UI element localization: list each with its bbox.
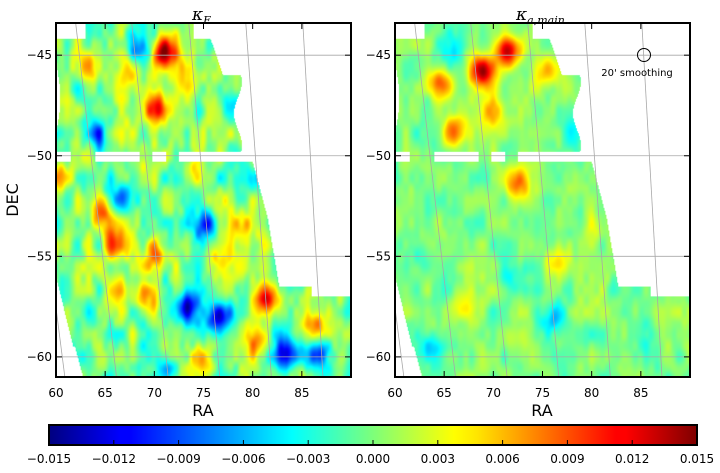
colorbar-tick-label: −0.006 <box>221 452 265 466</box>
axis-ticks: −45 −50 −55 −60 60 65 70 75 80 85 <box>27 23 351 400</box>
panel-kappa-a-main: −45 −50 −55 −60 60 65 70 75 80 85 κa,main RA 20' … <box>366 5 714 420</box>
ra-meridian-line <box>699 23 714 377</box>
ra-meridian-line <box>131 23 169 377</box>
colorbar: −0.015 −0.012 −0.009 −0.006 −0.003 0.000 0.003… <box>27 424 714 466</box>
x-tick-label: 70 <box>486 386 501 400</box>
grid-lines <box>56 23 375 377</box>
y-tick-label: −60 <box>366 350 391 364</box>
colorbar-tick-label: 0.015 <box>680 452 714 466</box>
ra-meridian-line <box>470 23 508 377</box>
grid-lines <box>395 23 714 377</box>
axis-ticks: −45 −50 −55 −60 60 65 70 75 80 85 <box>366 23 690 400</box>
colorbar-tick-label: 0.012 <box>615 452 649 466</box>
ra-meridian-line <box>414 23 456 377</box>
colorbar-tick-label: 0.009 <box>550 452 584 466</box>
colorbar-tick-label: −0.015 <box>27 452 71 466</box>
panel-title: κa,main <box>515 5 565 27</box>
ra-meridian-line <box>360 23 375 377</box>
ra-meridian-line <box>75 23 117 377</box>
x-tick-label: 80 <box>245 386 260 400</box>
panel-title-kappa: κ <box>515 5 527 25</box>
panel-title: κE <box>191 5 211 27</box>
ra-meridian-line <box>584 23 611 377</box>
y-tick-label: −50 <box>27 149 52 163</box>
kappa-a-main-heatmap <box>395 23 690 377</box>
x-tick-label: 60 <box>48 386 63 400</box>
colorbar-tick-label: −0.003 <box>286 452 330 466</box>
y-tick-label: −50 <box>366 149 391 163</box>
x-tick-label: 80 <box>584 386 599 400</box>
x-tick-label: 85 <box>633 386 648 400</box>
colorbar-tick-label: −0.012 <box>92 452 136 466</box>
y-tick-label: −45 <box>366 48 391 62</box>
colorbar-ticks: −0.015 −0.012 −0.009 −0.006 −0.003 0.000 0.003… <box>27 440 714 466</box>
y-tick-label: −55 <box>366 249 391 263</box>
y-tick-label: −55 <box>27 249 52 263</box>
ra-meridian-line <box>527 23 560 377</box>
colorbar-gradient <box>49 425 697 445</box>
x-axis-label: RA <box>192 401 213 420</box>
x-tick-label: 70 <box>147 386 162 400</box>
ra-meridian-line <box>245 23 272 377</box>
y-axis-label: DEC <box>3 183 22 217</box>
x-tick-label: 60 <box>387 386 402 400</box>
ra-meridian-line <box>56 304 66 377</box>
panel-title-subscript: a,main <box>527 14 565 27</box>
ra-meridian-line <box>641 23 663 377</box>
colorbar-tick-label: 0.003 <box>421 452 455 466</box>
smoothing-scale-circle <box>637 48 651 62</box>
x-tick-label: 85 <box>294 386 309 400</box>
smoothing-annotation: 20' smoothing <box>601 68 673 79</box>
ra-meridian-line <box>302 23 324 377</box>
colorbar-tick-label: 0.000 <box>356 452 390 466</box>
ra-meridian-line <box>395 304 405 377</box>
y-tick-label: −45 <box>27 48 52 62</box>
x-axis-label: RA <box>531 401 552 420</box>
colorbar-tick-label: 0.006 <box>485 452 519 466</box>
y-tick-label: −60 <box>27 350 52 364</box>
x-tick-label: 65 <box>437 386 452 400</box>
x-tick-label: 65 <box>98 386 113 400</box>
colorbar-tick-label: −0.009 <box>156 452 200 466</box>
x-tick-label: 75 <box>535 386 550 400</box>
panel-title-kappa: κ <box>191 5 203 25</box>
panel-title-subscript: E <box>202 14 211 27</box>
kappa-e-heatmap <box>56 23 351 377</box>
x-tick-label: 75 <box>196 386 211 400</box>
panel-kappa-e: −45 −50 −55 −60 60 65 70 75 80 85 κE RA DEC <box>3 5 375 420</box>
ra-meridian-line <box>188 23 221 377</box>
